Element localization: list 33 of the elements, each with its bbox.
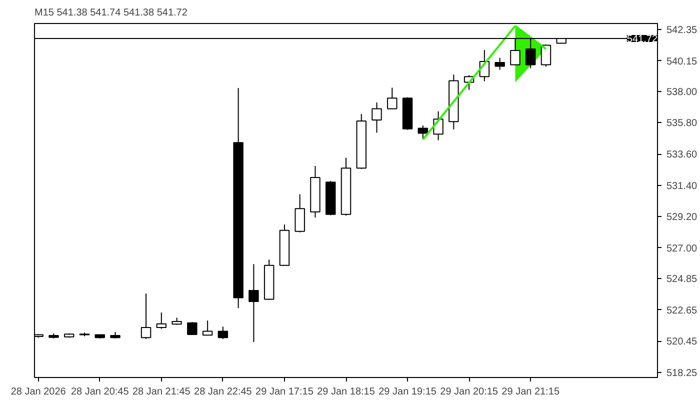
candlestick: [372, 102, 382, 134]
candlestick: [202, 320, 213, 336]
x-tick-label: 28 Jan 20:45: [70, 386, 130, 398]
candlestick: [140, 293, 152, 340]
y-tick-label: 533.60: [666, 150, 698, 161]
candlestick: [218, 326, 228, 340]
y-tick-label: 540.15: [666, 56, 698, 68]
x-tick-label: 29 Jan 17:15: [256, 386, 314, 398]
y-tick-label: 542.35: [666, 24, 698, 36]
y-tick-label: 518.25: [666, 368, 698, 380]
candlestick: [187, 321, 198, 336]
y-tick-label: 535.80: [666, 118, 698, 130]
ref-line-label: 541.72: [626, 34, 658, 45]
candlestick: [294, 194, 305, 233]
x-tick-label: 29 Jan 18:15: [317, 386, 376, 398]
y-tick-label: 522.65: [666, 305, 698, 316]
candlestick: [494, 57, 505, 70]
chart-title: M15 541.38 541.74 541.38 541.72: [34, 8, 188, 18]
candlestick: [387, 87, 398, 110]
y-tick-label: 529.20: [666, 212, 698, 224]
y-tick-label: 527.00: [666, 243, 698, 254]
y-tick-label: 524.85: [666, 274, 698, 286]
y-tick-label: 520.45: [666, 336, 698, 348]
y-tick-label: 531.40: [666, 180, 698, 192]
x-tick-label: 28 Jan 2026: [10, 386, 66, 398]
candlestick: [156, 312, 167, 330]
x-tick-label: 28 Jan 22:45: [194, 386, 252, 398]
x-tick-label: 29 Jan 21:15: [502, 386, 560, 398]
x-tick-label: 29 Jan 19:15: [378, 386, 437, 398]
y-tick-label: 538.00: [666, 86, 698, 98]
candlestick: [248, 264, 259, 343]
x-tick-label: 29 Jan 20:15: [440, 386, 498, 398]
x-tick-label: 28 Jan 21:45: [132, 386, 191, 398]
